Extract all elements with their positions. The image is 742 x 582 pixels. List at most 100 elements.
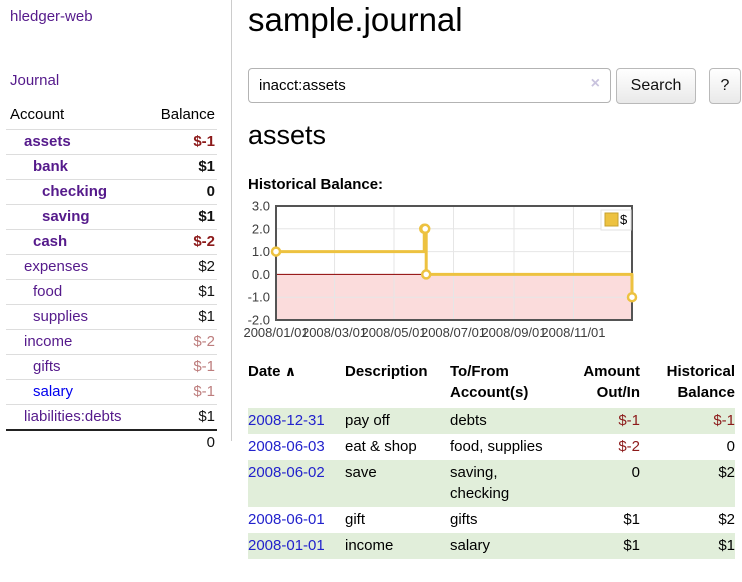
register-description-cell: gift — [345, 511, 366, 528]
data-point-marker — [626, 291, 638, 303]
account-link-checking[interactable]: checking — [42, 183, 108, 200]
svg-text:2008/09/01: 2008/09/01 — [481, 325, 546, 340]
register-row: 2008-01-01 income salary $1 $1 — [248, 533, 735, 559]
accounts-table: Account Balance assets $-1 bank $1 checking 0… — [6, 103, 217, 455]
transaction-date-link[interactable]: 2008-12-31 — [248, 412, 325, 429]
register-amount-cell: 0 — [631, 464, 640, 481]
main-content: sample.journal × Search ? assets Histori… — [243, 0, 742, 582]
register-accounts-cell: debts — [450, 412, 487, 429]
register-description-cell: income — [345, 537, 394, 554]
svg-text:2008/11/01: 2008/11/01 — [541, 325, 605, 340]
accounts-total-value: 0 — [206, 434, 215, 451]
account-balance: $1 — [198, 283, 215, 300]
register-accounts-cell: salary — [450, 537, 491, 554]
account-balance: $2 — [198, 258, 215, 275]
register-balance-cell: $-1 — [713, 412, 735, 429]
account-balance: $-1 — [193, 133, 215, 150]
register-row: 2008-12-31 pay off debts $-1 $-1 — [248, 408, 735, 434]
help-button[interactable]: ? — [709, 68, 741, 104]
account-link-bank[interactable]: bank — [33, 158, 69, 175]
register-date-cell: 2008-12-31 — [248, 408, 345, 434]
transaction-date-link[interactable]: 2008-06-01 — [248, 511, 325, 528]
sidebar-item-journal[interactable]: Journal — [10, 72, 60, 89]
register-balance-cell: $2 — [718, 464, 735, 481]
register-row: 2008-06-02 save saving, checking 0 $2 — [248, 460, 735, 507]
clear-search-icon[interactable]: × — [590, 75, 600, 92]
data-point-marker — [419, 223, 431, 235]
col-header-balance: Historical Balance — [666, 363, 735, 401]
col-header-description: Description — [345, 363, 428, 380]
svg-text:2008/01/01: 2008/01/01 — [243, 325, 308, 340]
account-link-assets[interactable]: assets — [24, 133, 71, 150]
sidebar-account-row: cash $-2 — [6, 229, 217, 254]
col-header-accounts: To/From Account(s) — [450, 363, 529, 401]
sidebar-account-row: food $1 — [6, 279, 217, 304]
sidebar-account-row: supplies $1 — [6, 304, 217, 329]
register-date-cell: 2008-06-03 — [248, 434, 345, 460]
data-point-marker — [270, 246, 282, 257]
account-balance: $1 — [198, 208, 215, 225]
search-button[interactable]: Search — [616, 68, 696, 104]
col-header-date[interactable]: Date ∧ — [248, 361, 345, 408]
sidebar-account-row: assets $-1 — [6, 129, 217, 154]
svg-text:-2.0: -2.0 — [248, 313, 270, 328]
col-header-date-label: Date — [248, 363, 281, 380]
sidebar-account-row: bank $1 — [6, 154, 217, 179]
sidebar-account-row: income $-2 — [6, 329, 217, 354]
account-link-food[interactable]: food — [33, 283, 63, 300]
chart-section-label: Historical Balance: — [248, 176, 384, 193]
register-table: Date ∧ Description To/From Account(s) Am… — [248, 361, 735, 559]
account-link-liabilities-debts[interactable]: liabilities:debts — [24, 408, 122, 425]
account-balance: $-1 — [193, 383, 215, 400]
account-link-cash[interactable]: cash — [33, 233, 68, 250]
transaction-date-link[interactable]: 2008-01-01 — [248, 537, 325, 554]
register-balance-cell: 0 — [726, 438, 735, 455]
accounts-header-account: Account — [10, 106, 65, 123]
col-header-amount: Amount Out/In — [583, 363, 640, 401]
accounts-total-row: 0 — [6, 429, 217, 455]
account-link-gifts[interactable]: gifts — [33, 358, 61, 375]
register-amount-cell: $1 — [623, 537, 640, 554]
sidebar-account-row: saving $1 — [6, 204, 217, 229]
historical-balance-chart: 3.0 2.0 1.0 0.0 -1.0 -2.02008/01/012008/03/01… — [243, 199, 638, 340]
accounts-header-balance: Balance — [160, 106, 215, 123]
register-date-cell: 2008-06-02 — [248, 460, 345, 507]
account-link-income[interactable]: income — [24, 333, 73, 350]
plot-border — [275, 205, 633, 321]
sidebar-account-row: liabilities:debts $1 — [6, 404, 217, 429]
register-description-cell: save — [345, 464, 377, 481]
register-amount-cell: $-2 — [618, 438, 640, 455]
search-input-wrap: × — [248, 68, 611, 103]
register-description-cell: pay off — [345, 412, 390, 429]
legend-label: $ — [620, 212, 628, 227]
account-link-supplies[interactable]: supplies — [33, 308, 89, 325]
register-balance-cell: $2 — [718, 511, 735, 528]
svg-text:3.0: 3.0 — [252, 199, 270, 214]
register-amount-cell: $-1 — [618, 412, 640, 429]
account-balance: 0 — [206, 183, 215, 200]
app-title-link[interactable]: hledger-web — [10, 8, 93, 25]
data-point-marker — [420, 269, 432, 280]
account-balance: $-2 — [193, 233, 215, 250]
account-heading: assets — [248, 120, 327, 150]
sidebar-account-row: salary $-1 — [6, 379, 217, 404]
accounts-rows: assets $-1 bank $1 checking 0 saving $1 cash $-2 e… — [6, 129, 217, 429]
account-link-salary[interactable]: salary — [33, 383, 74, 400]
svg-text:2.0: 2.0 — [252, 221, 270, 236]
account-balance: $1 — [198, 308, 215, 325]
transaction-date-link[interactable]: 2008-06-02 — [248, 464, 325, 481]
svg-text:2008/05/01: 2008/05/01 — [361, 325, 426, 340]
svg-text:2008/07/01: 2008/07/01 — [421, 325, 486, 340]
accounts-table-header: Account Balance — [6, 103, 217, 129]
search-input[interactable] — [248, 68, 611, 103]
transaction-date-link[interactable]: 2008-06-03 — [248, 438, 325, 455]
register-rows: 2008-12-31 pay off debts $-1 $-1 2008-06-03 ea… — [248, 408, 735, 559]
account-balance: $1 — [198, 158, 215, 175]
sidebar-account-row: gifts $-1 — [6, 354, 217, 379]
register-row: 2008-06-01 gift gifts $1 $2 — [248, 507, 735, 533]
account-link-saving[interactable]: saving — [42, 208, 90, 225]
account-link-expenses[interactable]: expenses — [24, 258, 89, 275]
register-accounts-cell: gifts — [450, 511, 478, 528]
page-title: sample.journal — [248, 1, 463, 38]
svg-text:1.0: 1.0 — [252, 244, 270, 259]
